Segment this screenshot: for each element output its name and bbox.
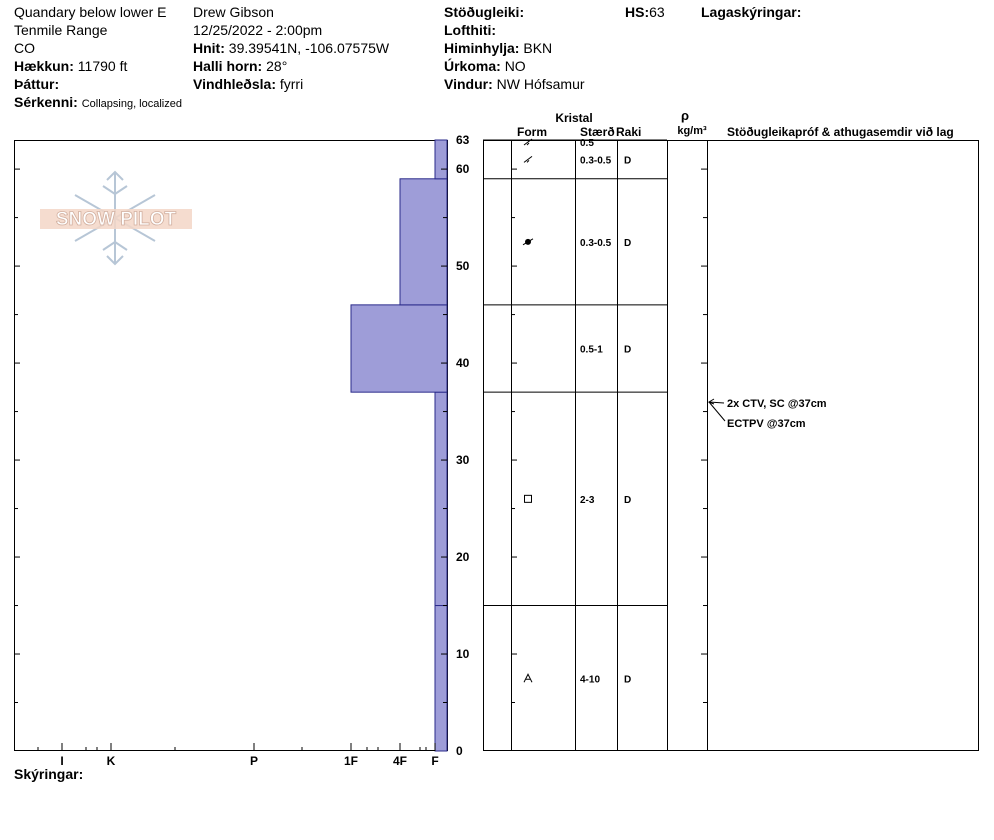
decomposing-symbol	[526, 160, 530, 163]
density-unit: kg/m³	[677, 125, 707, 137]
decomposing-symbol	[523, 155, 533, 163]
wind-value: NW Hófsamur	[496, 76, 585, 92]
coords-label: Hnit:	[193, 40, 225, 56]
coords-row: Hnit: 39.39541N, -106.07575W	[193, 40, 389, 56]
features-row: Sérkenni: Collapsing, localized	[14, 94, 182, 110]
hardness-tick-label: 4F	[393, 754, 407, 768]
slope-value: 28°	[266, 58, 288, 74]
notes-label: Skýringar:	[14, 766, 84, 782]
depth-label: 40	[456, 356, 470, 370]
wind-row: Vindur: NW Hófsamur	[444, 76, 585, 92]
stability-label: Stöðugleiki:	[444, 4, 525, 20]
hardness-bar	[434, 139, 448, 180]
precip-value: NO	[504, 58, 526, 74]
hardness-bar	[350, 304, 448, 393]
grain-size: 0.5-1	[580, 345, 603, 356]
features-value: Collapsing, localized	[81, 98, 182, 110]
hardness-bar	[434, 391, 448, 607]
features-label: Sérkenni:	[14, 94, 78, 110]
hardness-tick-label: K	[107, 754, 116, 768]
sky-value: BKN	[523, 40, 553, 56]
depth-label: 20	[456, 550, 470, 564]
slope-label: Halli horn:	[193, 58, 263, 74]
range-name: Tenmile Range	[14, 22, 108, 38]
grain-size: 0.5	[580, 138, 594, 149]
aspect-label: Þáttur:	[14, 76, 60, 92]
windload-row: Vindhleðsla: fyrri	[193, 76, 303, 92]
comments-header: Stöðugleikapróf & athugasemdir við lag	[727, 125, 954, 139]
faceted-symbol	[524, 494, 532, 503]
aspect-row: Þáttur:	[14, 76, 59, 92]
stability-row: Stöðugleiki:	[444, 4, 524, 20]
stability-test-2: ECTPV @37cm	[727, 418, 806, 430]
observer-name: Drew Gibson	[193, 4, 274, 20]
location-name: Quandary below lower E	[14, 4, 167, 20]
size-header: Stærð	[580, 125, 615, 139]
density-symbol: ρ	[681, 108, 689, 123]
hs-value: 63	[649, 4, 665, 20]
decomposing-symbol	[523, 138, 533, 146]
hardness-tick-label: 1F	[344, 754, 358, 768]
layer-rows: 0.5 0.3-0.5 D 0.3-0.5 D 0.5-1 D 2-3 D 4-10 D	[483, 138, 667, 685]
hardness-tick-label: P	[250, 754, 258, 768]
grain-size: 0.3-0.5	[580, 155, 612, 166]
precip-label: Úrkoma:	[444, 58, 501, 74]
coords-value: 39.39541N, -106.07575W	[228, 40, 390, 56]
crystal-header: Kristal	[555, 111, 592, 125]
legend-label: Lagaskýringar:	[701, 4, 802, 20]
windload-value: fyrri	[279, 76, 304, 92]
table-depth-ticks	[511, 168, 707, 704]
stability-test-markers	[707, 398, 726, 422]
windload-label: Vindhleðsla:	[193, 76, 276, 92]
depth-hoar-symbol	[523, 673, 533, 683]
elevation-label: Hækkun:	[14, 58, 74, 74]
moisture-value: D	[624, 674, 631, 685]
precip-row: Úrkoma: NO	[444, 58, 526, 74]
hardness-bar	[399, 178, 448, 306]
form-header: Form	[517, 125, 547, 139]
depth-label: 63	[456, 133, 470, 147]
state-name: CO	[14, 40, 35, 56]
depth-label: 30	[456, 453, 470, 467]
depth-label: 10	[456, 647, 470, 661]
observation-datetime: 12/25/2022 - 2:00pm	[193, 22, 323, 38]
hardness-plot-frame	[14, 140, 448, 751]
hardness-tick-label: F	[431, 754, 438, 768]
hs-label: HS:	[625, 4, 650, 20]
wind-label: Vindur:	[444, 76, 493, 92]
moisture-value: D	[624, 238, 631, 249]
depth-label: 50	[456, 259, 470, 273]
airtemp-label: Lofthiti:	[444, 22, 497, 38]
decomposing-symbol	[526, 142, 530, 146]
rounded-symbol	[522, 238, 534, 246]
grain-size: 4-10	[580, 674, 600, 685]
grain-size: 2-3	[580, 495, 595, 506]
depth-axis-labels: 0 10 20 30 40 50 60 63	[456, 133, 470, 758]
airtemp-row: Lofthiti:	[444, 22, 496, 38]
stability-test-1: 2x CTV, SC @37cm	[727, 398, 827, 410]
moisture-value: D	[624, 495, 631, 506]
grain-size: 0.3-0.5	[580, 238, 612, 249]
layer-table	[483, 140, 979, 751]
elevation-value: 11790 ft	[77, 58, 128, 74]
sky-label: Himinhylja:	[444, 40, 520, 56]
moisture-value: D	[624, 345, 631, 356]
moisture-value: D	[624, 155, 631, 166]
elevation-row: Hækkun: 11790 ft	[14, 58, 127, 74]
sky-row: Himinhylja: BKN	[444, 40, 552, 56]
hardness-bar	[434, 605, 448, 752]
depth-ticks-left	[14, 168, 447, 704]
snowpilot-logo: SNOW PILOT	[40, 170, 192, 266]
hs-row: HS:63	[625, 4, 665, 20]
logo-text: SNOW PILOT	[56, 209, 177, 230]
moisture-header: Raki	[616, 125, 641, 139]
slope-row: Halli horn: 28°	[193, 58, 287, 74]
depth-label: 0	[456, 744, 463, 758]
depth-label: 60	[456, 162, 470, 176]
hardness-axis: I K P 1F 4F F	[37, 743, 439, 768]
hardness-tick-label: I	[60, 754, 63, 768]
hardness-bars	[350, 139, 448, 752]
